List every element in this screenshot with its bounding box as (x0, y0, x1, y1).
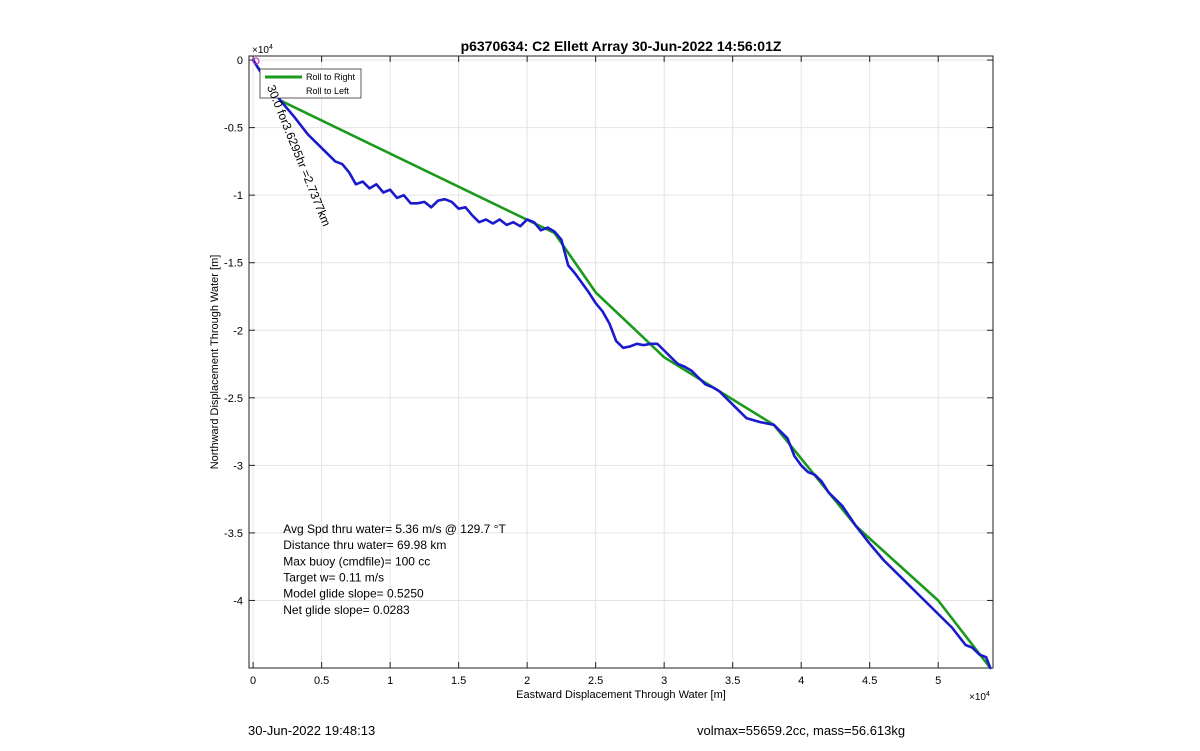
y-tick-label: -0.5 (224, 123, 243, 135)
chart-title: p6370634: C2 Ellett Array 30-Jun-2022 14… (461, 38, 782, 54)
y-tick-label: -1 (233, 190, 243, 202)
stats-line: Avg Spd thru water= 5.36 m/s @ 129.7 °T (283, 522, 506, 536)
x-tick-label: 1.5 (451, 675, 466, 687)
y-tick-label: 0 (237, 55, 243, 67)
stats-line: Distance thru water= 69.98 km (283, 538, 446, 552)
x-tick-label: 4 (798, 675, 804, 687)
y-tick-label: -2 (233, 325, 243, 337)
x-tick-label: 2.5 (588, 675, 603, 687)
legend-label-roll-left: Roll to Left (306, 86, 350, 96)
x-exponent-label: ×104 (969, 691, 990, 703)
x-tick-label: 4.5 (862, 675, 877, 687)
x-tick-label: 0.5 (314, 675, 329, 687)
stats-line: Net glide slope= 0.0283 (283, 603, 410, 617)
x-tick-label: 2 (524, 675, 530, 687)
footer-vol-mass: volmax=55659.2cc, mass=56.613kg (697, 723, 906, 738)
plot-frame (248, 55, 994, 669)
y-exponent-label: ×104 (252, 44, 273, 56)
y-tick-label: -4 (233, 595, 243, 607)
footer-timestamp: 30-Jun-2022 19:48:13 (248, 723, 376, 738)
y-tick-label: -1.5 (224, 258, 243, 270)
x-tick-label: 5 (935, 675, 941, 687)
y-axis-label: Northward Displacement Through Water [m] (209, 255, 221, 470)
segment-annotation: 30.0 for3.6295hr =2.7377km (264, 83, 334, 228)
y-tick-label: -2.5 (224, 393, 243, 405)
legend-box (259, 68, 362, 99)
x-tick-label: 0 (250, 675, 256, 687)
x-axis-label: Eastward Displacement Through Water [m] (516, 689, 726, 701)
y-tick-label: -3.5 (224, 528, 243, 540)
series-line-roll-to-right (251, 58, 992, 670)
x-tick-label: 1 (387, 675, 393, 687)
stats-annotations: Avg Spd thru water= 5.36 m/s @ 129.7 °T D… (264, 83, 506, 617)
legend: Roll to Right Roll to Left (259, 68, 362, 99)
x-tick-label: 3 (661, 675, 667, 687)
start-marker-magenta (252, 57, 260, 65)
chart-grid (249, 56, 993, 668)
x-tick-label: 3.5 (725, 675, 740, 687)
stats-line: Max buoy (cmdfile)= 100 cc (283, 554, 430, 568)
stats-line: Target w= 0.11 m/s (283, 571, 384, 585)
series-line-track (251, 58, 992, 670)
legend-label-roll-right: Roll to Right (306, 72, 356, 82)
y-tick-label: -3 (233, 460, 243, 472)
stats-line: Model glide slope= 0.5250 (283, 587, 424, 601)
chart-series (251, 58, 992, 670)
